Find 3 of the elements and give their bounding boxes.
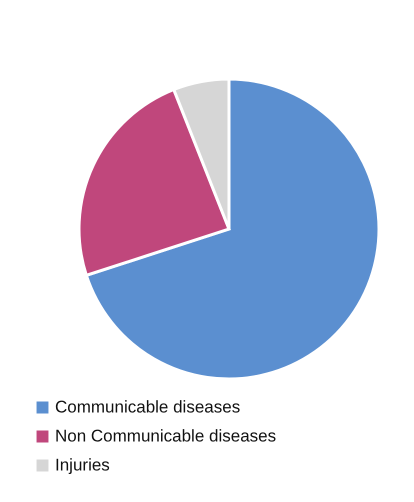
legend-label: Non Communicable diseases [55,426,276,446]
legend-label: Injuries [55,456,110,474]
legend-label: Communicable diseases [55,398,240,416]
